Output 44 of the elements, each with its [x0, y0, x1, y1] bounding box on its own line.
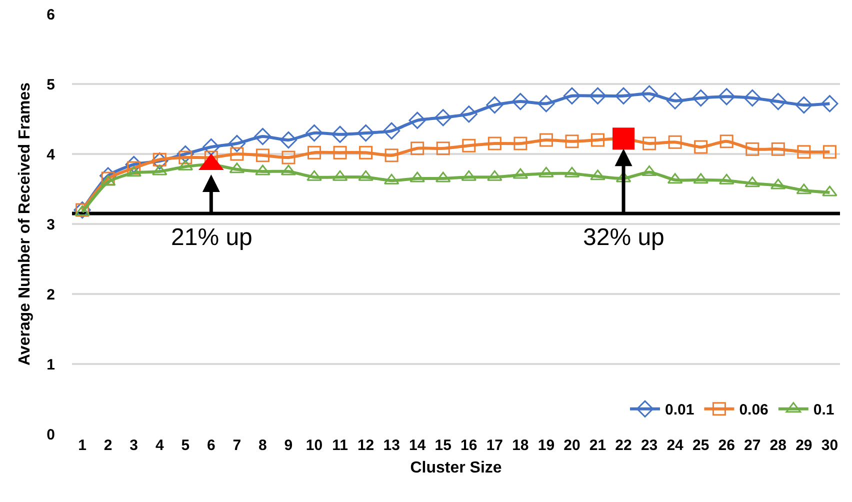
x-tick-label: 19	[538, 437, 555, 454]
x-tick-label: 2	[104, 437, 112, 454]
x-axis-title: Cluster Size	[410, 460, 502, 477]
x-tick-label: 11	[332, 437, 348, 454]
x-tick-label: 5	[181, 437, 190, 454]
x-tick-label: 25	[692, 437, 710, 454]
y-tick-label: 4	[46, 146, 56, 164]
x-tick-label: 24	[666, 437, 684, 454]
x-tick-label: 6	[207, 437, 216, 454]
x-tick-label: 26	[718, 437, 735, 454]
x-tick-label: 29	[796, 437, 812, 454]
x-tick-label: 30	[821, 437, 838, 454]
annotation: 21% up	[171, 224, 252, 251]
y-tick-label: 6	[46, 6, 55, 24]
x-tick-label: 4	[155, 437, 164, 454]
y-tick-label: 2	[46, 286, 55, 304]
x-tick-label: 7	[232, 437, 242, 454]
x-tick-label: 16	[460, 437, 478, 454]
y-tick-label: 0	[46, 426, 55, 444]
legend-label: 0.01	[665, 402, 694, 419]
x-tick-label: 8	[258, 437, 267, 454]
annotation: 32% up	[583, 224, 664, 251]
x-tick-label: 28	[770, 437, 786, 454]
x-tick-label: 23	[640, 437, 658, 454]
y-tick-label: 3	[46, 216, 55, 234]
x-tick-label: 20	[564, 437, 580, 454]
x-tick-label: 12	[357, 437, 374, 454]
x-tick-label: 21	[589, 437, 606, 454]
x-tick-label: 22	[615, 437, 632, 454]
x-tick-label: 13	[383, 437, 400, 454]
x-tick-label: 15	[434, 437, 452, 454]
x-tick-label: 1	[78, 437, 86, 454]
x-tick-label: 17	[486, 437, 504, 454]
x-tick-label: 9	[284, 437, 293, 454]
legend-label: 0.06	[739, 402, 768, 419]
x-tick-label: 3	[130, 437, 138, 454]
legend-label: 0.1	[813, 402, 834, 419]
y-tick-label: 1	[46, 356, 55, 374]
x-tick-label: 27	[744, 437, 761, 454]
x-tick-label: 10	[306, 437, 323, 454]
y-axis-title: Average Number of Received Frames	[16, 82, 34, 366]
x-tick-label: 14	[408, 437, 426, 454]
y-tick-label: 5	[46, 76, 55, 94]
x-tick-label: 18	[512, 437, 529, 454]
